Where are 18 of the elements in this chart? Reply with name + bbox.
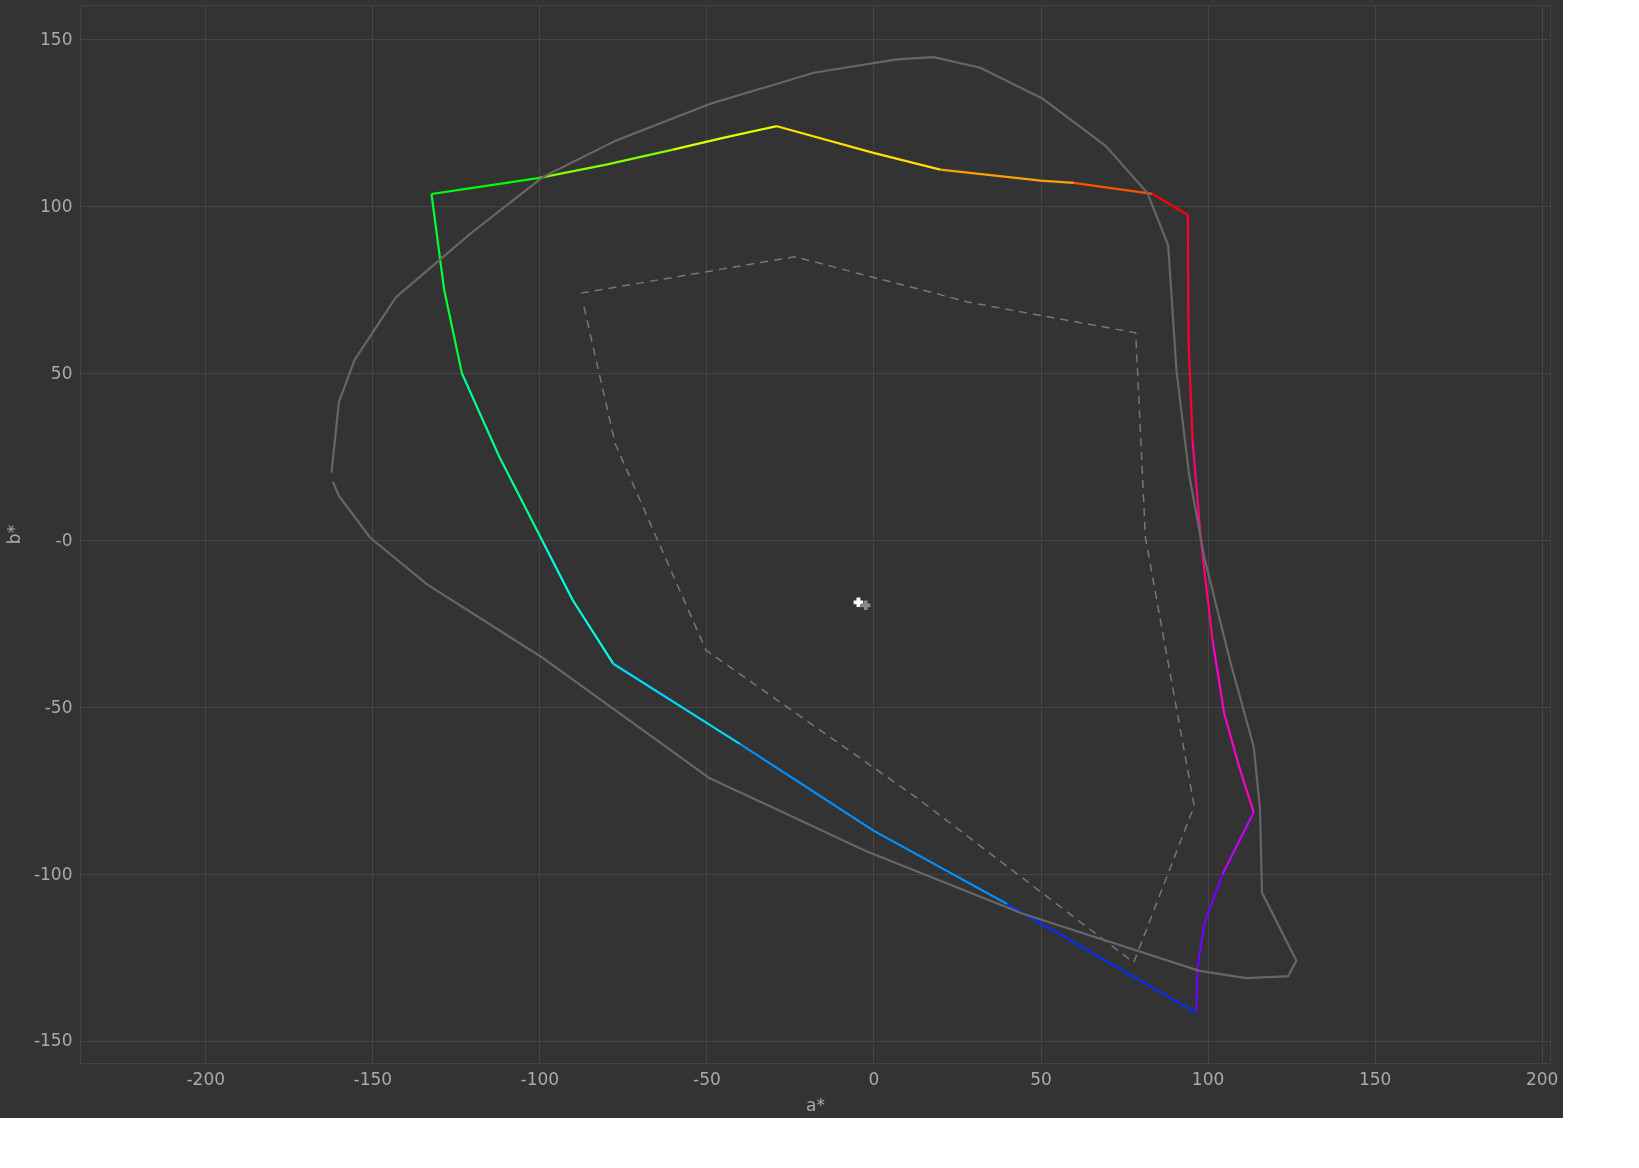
- y-axis-title: b*: [3, 524, 24, 545]
- x-tick-label: -100: [520, 1068, 560, 1089]
- x-tick-label: -200: [186, 1068, 226, 1089]
- y-tick-label: -0: [55, 529, 73, 550]
- y-tick-label: -50: [44, 696, 73, 717]
- y-tick-label: -150: [33, 1030, 73, 1051]
- x-tick-label: 0: [868, 1068, 880, 1089]
- x-tick-label: 150: [1358, 1068, 1392, 1089]
- x-tick-label: 100: [1191, 1068, 1225, 1089]
- y-tick-label: -100: [33, 863, 73, 884]
- x-tick-label: -150: [353, 1068, 393, 1089]
- y-tick-label: 150: [40, 28, 73, 49]
- x-tick-label: 50: [1030, 1068, 1052, 1089]
- x-tick-label: 200: [1525, 1068, 1559, 1089]
- x-tick-label: -50: [693, 1068, 721, 1089]
- y-tick-label: 100: [40, 195, 73, 216]
- y-tick-label: 50: [50, 362, 73, 383]
- x-axis-title: a*: [806, 1094, 825, 1115]
